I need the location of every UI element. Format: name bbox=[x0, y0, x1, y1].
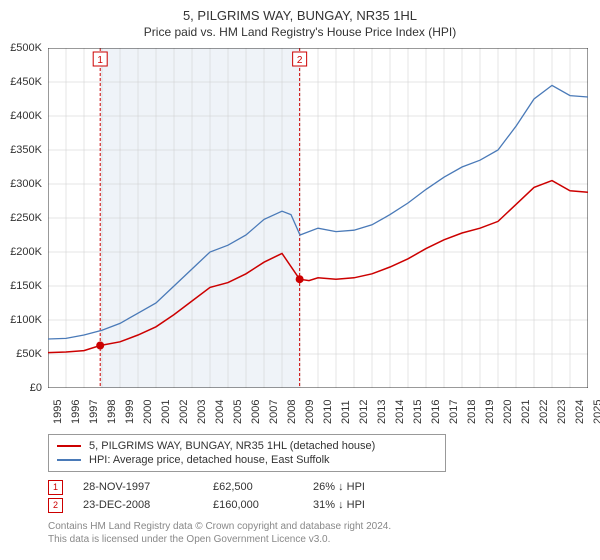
x-tick-label: 2025 bbox=[592, 400, 600, 424]
y-tick-label: £200K bbox=[10, 246, 42, 258]
x-tick-label: 2015 bbox=[412, 400, 424, 424]
svg-text:2: 2 bbox=[297, 55, 303, 66]
x-tick-label: 1996 bbox=[70, 400, 82, 424]
x-tick-label: 2011 bbox=[340, 400, 352, 424]
y-axis-labels: £0£50K£100K£150K£200K£250K£300K£350K£400… bbox=[0, 48, 46, 388]
sale-delta: 26% ↓ HPI bbox=[313, 481, 413, 493]
y-tick-label: £450K bbox=[10, 76, 42, 88]
x-tick-label: 2009 bbox=[304, 400, 316, 424]
legend-label: 5, PILGRIMS WAY, BUNGAY, NR35 1HL (detac… bbox=[89, 440, 375, 452]
y-tick-label: £350K bbox=[10, 144, 42, 156]
chart-plot-area: 12 bbox=[48, 48, 588, 388]
x-tick-label: 2024 bbox=[574, 400, 586, 424]
y-tick-label: £0 bbox=[30, 382, 42, 394]
x-tick-label: 2008 bbox=[286, 400, 298, 424]
x-tick-label: 2013 bbox=[376, 400, 388, 424]
legend-swatch bbox=[57, 445, 81, 447]
sale-date: 23-DEC-2008 bbox=[83, 499, 213, 511]
legend-item: 5, PILGRIMS WAY, BUNGAY, NR35 1HL (detac… bbox=[57, 439, 437, 453]
attribution-line1: Contains HM Land Registry data © Crown c… bbox=[48, 520, 391, 533]
x-tick-label: 2010 bbox=[322, 400, 334, 424]
x-tick-label: 2004 bbox=[214, 400, 226, 424]
sale-date: 28-NOV-1997 bbox=[83, 481, 213, 493]
x-tick-label: 2012 bbox=[358, 400, 370, 424]
legend-swatch bbox=[57, 459, 81, 461]
x-tick-label: 2021 bbox=[520, 400, 532, 424]
attribution: Contains HM Land Registry data © Crown c… bbox=[48, 520, 391, 546]
sales-table: 1 28-NOV-1997£62,50026% ↓ HPI 2 23-DEC-2008… bbox=[48, 478, 413, 514]
attribution-line2: This data is licensed under the Open Gov… bbox=[48, 533, 391, 546]
legend-item: HPI: Average price, detached house, East… bbox=[57, 453, 437, 467]
sale-price: £62,500 bbox=[213, 481, 313, 493]
x-tick-label: 2014 bbox=[394, 400, 406, 424]
x-tick-label: 2006 bbox=[250, 400, 262, 424]
y-tick-label: £150K bbox=[10, 280, 42, 292]
x-tick-label: 2003 bbox=[196, 400, 208, 424]
y-tick-label: £400K bbox=[10, 110, 42, 122]
chart-svg: 12 bbox=[48, 48, 588, 388]
legend-label: HPI: Average price, detached house, East… bbox=[89, 454, 330, 466]
x-tick-label: 2023 bbox=[556, 400, 568, 424]
y-tick-label: £300K bbox=[10, 178, 42, 190]
y-tick-label: £50K bbox=[16, 348, 42, 360]
x-tick-label: 2005 bbox=[232, 400, 244, 424]
chart-title: 5, PILGRIMS WAY, BUNGAY, NR35 1HL bbox=[0, 0, 600, 23]
x-tick-label: 1998 bbox=[106, 400, 118, 424]
sale-delta: 31% ↓ HPI bbox=[313, 499, 413, 511]
x-tick-label: 2000 bbox=[142, 400, 154, 424]
sale-row: 2 23-DEC-2008£160,00031% ↓ HPI bbox=[48, 496, 413, 514]
x-tick-label: 1997 bbox=[88, 400, 100, 424]
legend: 5, PILGRIMS WAY, BUNGAY, NR35 1HL (detac… bbox=[48, 434, 446, 472]
sale-marker: 1 bbox=[48, 480, 63, 495]
y-tick-label: £250K bbox=[10, 212, 42, 224]
x-tick-label: 2020 bbox=[502, 400, 514, 424]
chart-subtitle: Price paid vs. HM Land Registry's House … bbox=[0, 23, 600, 39]
y-tick-label: £100K bbox=[10, 314, 42, 326]
x-tick-label: 1999 bbox=[124, 400, 136, 424]
sale-row: 1 28-NOV-1997£62,50026% ↓ HPI bbox=[48, 478, 413, 496]
x-tick-label: 1995 bbox=[52, 400, 64, 424]
x-tick-label: 2002 bbox=[178, 400, 190, 424]
x-tick-label: 2018 bbox=[466, 400, 478, 424]
x-tick-label: 2007 bbox=[268, 400, 280, 424]
y-tick-label: £500K bbox=[10, 42, 42, 54]
sale-marker: 2 bbox=[48, 498, 63, 513]
svg-text:1: 1 bbox=[97, 55, 103, 66]
x-tick-label: 2016 bbox=[430, 400, 442, 424]
x-tick-label: 2001 bbox=[160, 400, 172, 424]
sale-price: £160,000 bbox=[213, 499, 313, 511]
x-tick-label: 2022 bbox=[538, 400, 550, 424]
x-tick-label: 2019 bbox=[484, 400, 496, 424]
x-tick-label: 2017 bbox=[448, 400, 460, 424]
